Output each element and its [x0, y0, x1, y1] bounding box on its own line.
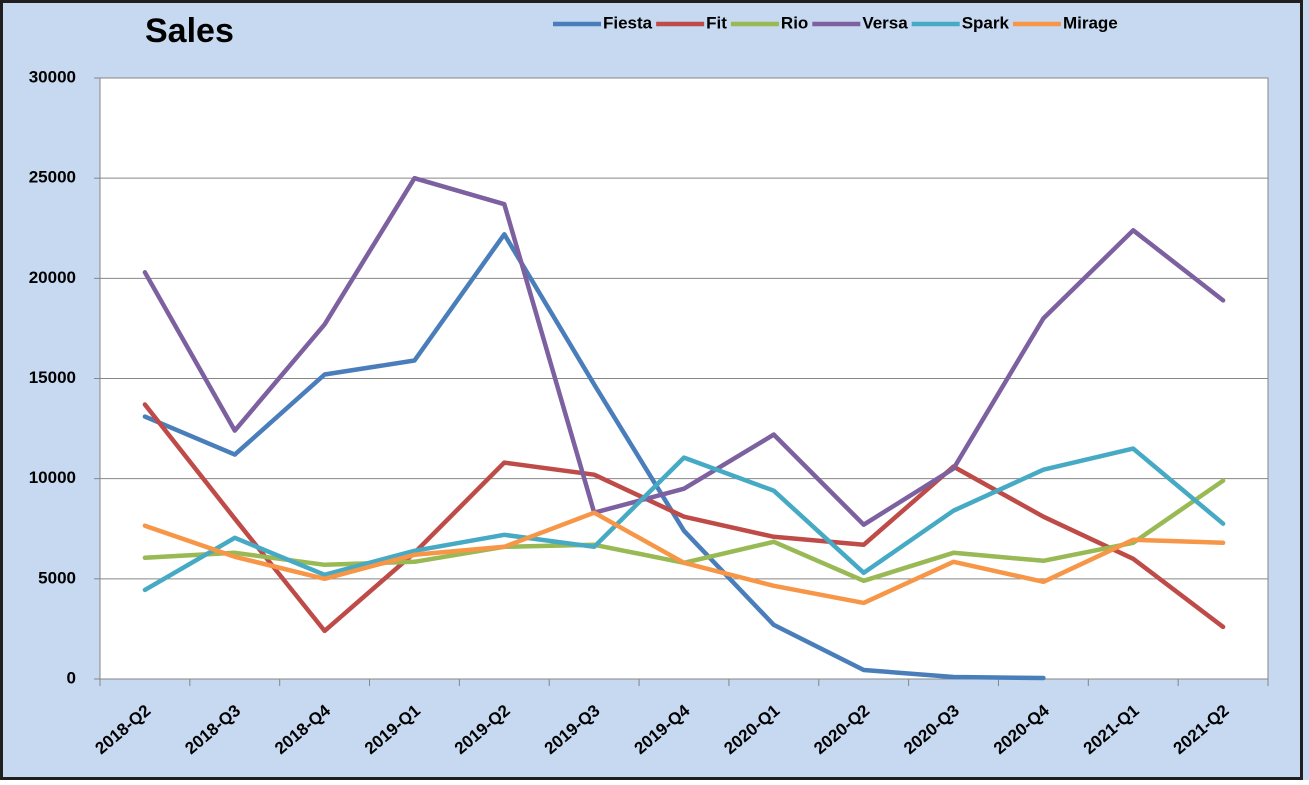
y-tick-label: 25000	[29, 168, 76, 187]
series-line	[142, 446, 1226, 593]
series-line	[142, 510, 1226, 606]
y-tick-label: 0	[67, 668, 76, 687]
series-line	[142, 232, 1046, 681]
series-line	[142, 402, 1226, 634]
legend-label: Fit	[706, 13, 727, 32]
series-line	[142, 175, 1226, 527]
y-tick-label: 15000	[29, 368, 76, 387]
legend-label: Spark	[962, 13, 1010, 32]
chart-title: Sales	[145, 12, 234, 50]
legend-label: Fiesta	[603, 13, 653, 32]
legend-label: Rio	[781, 13, 808, 32]
y-tick-label: 30000	[29, 67, 76, 86]
legend-label: Mirage	[1063, 13, 1118, 32]
legend-label: Versa	[862, 13, 908, 32]
y-tick-label: 10000	[29, 468, 76, 487]
y-tick-label: 20000	[29, 268, 76, 287]
y-tick-label: 5000	[38, 568, 76, 587]
